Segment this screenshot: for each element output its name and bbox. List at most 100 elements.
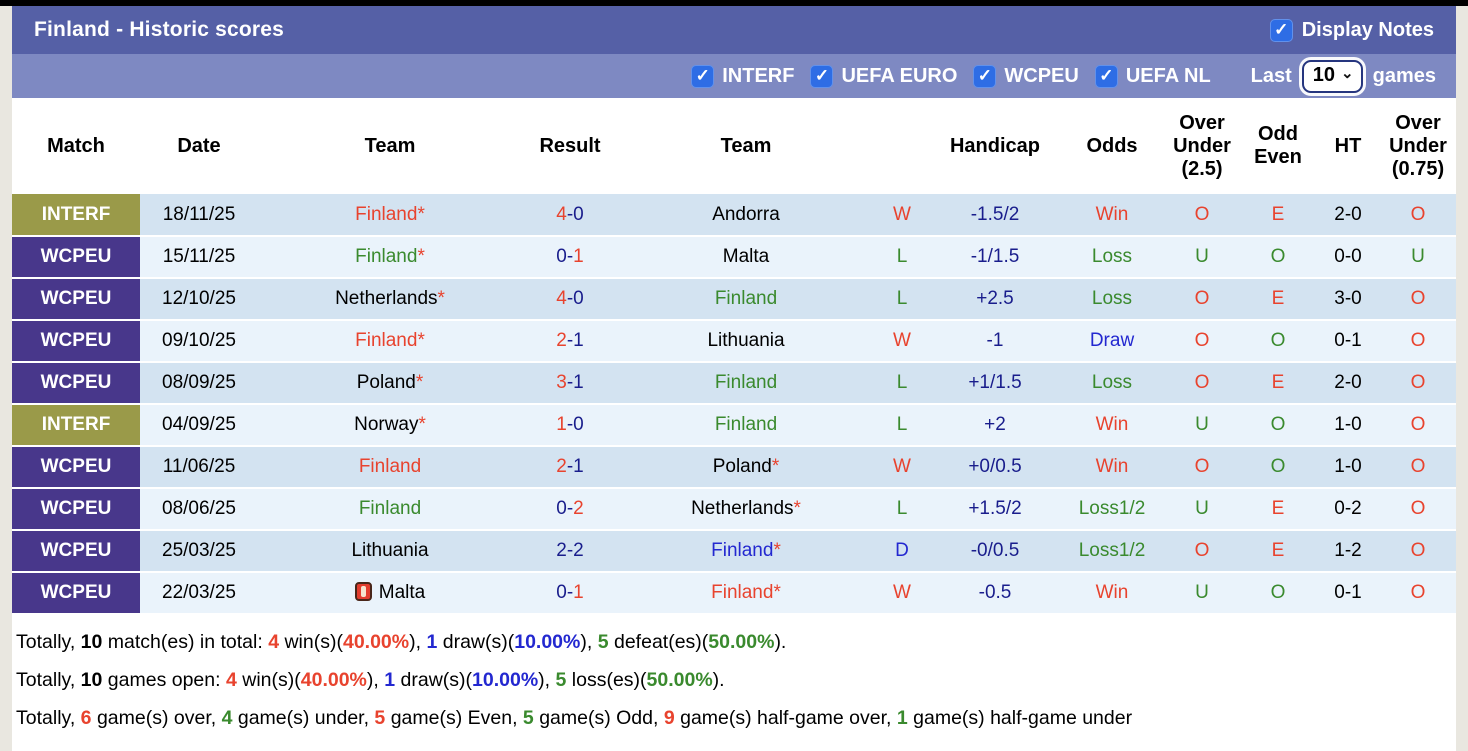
competition-filters: ✓ INTERF ✓ UEFA EURO ✓ WCPEU ✓ UEFA NL [675, 64, 1211, 88]
summary-segment: game(s) Even, [385, 707, 523, 729]
summary-segment: game(s) half-game under [907, 707, 1133, 729]
table-row: WCPEU 22/03/25 Malta 0-1 Finland* W -0.5 Win U O 0… [12, 572, 1456, 615]
over-under-25-cell: O [1164, 194, 1240, 237]
checkbox-checked-icon[interactable]: ✓ [691, 64, 715, 88]
summary-segment: 6 [80, 707, 92, 729]
team-name: Finland [355, 246, 418, 267]
summary-segment: game(s) under, [232, 707, 375, 729]
last-games-group: Last 10 ⌄ games [1250, 59, 1436, 93]
win-loss-cell: W [874, 320, 930, 363]
team2-cell: Andorra [618, 194, 874, 237]
handicap-cell: -1/1.5 [930, 236, 1060, 279]
red-card-icon [354, 582, 372, 601]
home-goals: 4 [556, 288, 567, 309]
score-dash: - [566, 414, 574, 435]
column-header: Match [12, 98, 140, 194]
score-dash: - [566, 288, 574, 309]
checkbox-checked-icon[interactable]: ✓ [973, 64, 997, 88]
score-dash: - [566, 330, 574, 351]
match-competition-badge: WCPEU [12, 572, 140, 615]
odds-cell: Draw [1060, 320, 1164, 363]
win-loss-cell: L [874, 404, 930, 447]
over-under-075-cell: O [1380, 530, 1456, 573]
odds-cell: Loss1/2 [1060, 488, 1164, 531]
result-cell: 2-1 [522, 320, 618, 363]
score-dash: - [566, 246, 574, 267]
summary-segment: 5 [555, 669, 567, 691]
column-header: HT [1316, 98, 1380, 194]
over-under-25-cell: O [1164, 362, 1240, 405]
date-cell: 15/11/25 [140, 236, 258, 279]
filter-interf[interactable]: ✓ INTERF [691, 64, 794, 88]
handicap-cell: +1.5/2 [930, 488, 1060, 531]
summary-segment: Totally, [16, 631, 81, 653]
checkbox-checked-icon[interactable]: ✓ [1094, 64, 1118, 88]
match-competition-badge: WCPEU [12, 278, 140, 321]
table-row: WCPEU 08/09/25 Poland* 3-1 Finland L +1/1.5 Los… [12, 362, 1456, 405]
team2-cell: Finland* [618, 572, 874, 615]
summary-segment: 10 [80, 631, 103, 653]
odd-even-cell: E [1240, 362, 1316, 405]
win-loss-cell: L [874, 362, 930, 405]
filter-uefa-nl[interactable]: ✓ UEFA NL [1094, 64, 1211, 88]
filter-uefa-euro[interactable]: ✓ UEFA EURO [810, 64, 957, 88]
away-goals: 1 [573, 582, 584, 603]
team-name: Norway [354, 414, 419, 435]
date-cell: 12/10/25 [140, 278, 258, 321]
summary-segment: defeat(es)( [608, 631, 709, 653]
summary-segment: draw(s)( [437, 631, 515, 653]
date-cell: 08/09/25 [140, 362, 258, 405]
column-header: Over Under (0.75) [1380, 98, 1456, 194]
last-label: Last [1250, 64, 1292, 87]
table-row: INTERF 18/11/25 Finland* 4-0 Andorra W -1.5/2 W… [12, 194, 1456, 237]
summary-footer: Totally, 10 match(es) in total: 4 win(s)… [12, 615, 1456, 747]
summary-segment: ), [409, 631, 427, 653]
over-under-075-cell: O [1380, 572, 1456, 615]
odd-even-cell: E [1240, 278, 1316, 321]
column-header: Team [258, 98, 522, 194]
summary-segment: 4 [225, 669, 237, 691]
team1-cell: Lithuania [258, 530, 522, 573]
table-row: WCPEU 25/03/25 Lithuania 2-2 Finland* D -0/0.5… [12, 530, 1456, 573]
team-name: Lithuania [707, 330, 785, 351]
title-bar: Finland - Historic scores ✓ Display Note… [12, 6, 1456, 54]
date-cell: 18/11/25 [140, 194, 258, 237]
odd-even-cell: O [1240, 404, 1316, 447]
last-games-value: 10 [1312, 63, 1336, 86]
team2-cell: Finland* [618, 530, 874, 573]
display-notes-toggle[interactable]: ✓ Display Notes [1269, 18, 1434, 42]
checkbox-checked-icon[interactable]: ✓ [1269, 18, 1293, 42]
checkbox-checked-icon[interactable]: ✓ [810, 64, 834, 88]
scores-table: Match Date Team Result Team Handicap Odds Over … [12, 98, 1456, 615]
odds-cell: Win [1060, 446, 1164, 489]
summary-segment: ). [774, 631, 787, 653]
filter-wcpeu[interactable]: ✓ WCPEU [973, 64, 1079, 88]
score-dash: - [566, 203, 574, 225]
team2-cell: Finland [618, 278, 874, 321]
team1-cell: Finland [258, 488, 522, 531]
team1-cell: Finland* [258, 320, 522, 363]
summary-segment: game(s) Odd, [533, 707, 664, 729]
summary-segment: 1 [384, 669, 396, 691]
team-name: Finland [355, 330, 418, 351]
date-cell: 22/03/25 [140, 572, 258, 615]
odds-cell: Win [1060, 572, 1164, 615]
team-name: Malta [378, 582, 426, 603]
summary-segment: ), [366, 669, 385, 691]
summary-segment: Totally, [16, 707, 81, 729]
team2-cell: Netherlands* [618, 488, 874, 531]
team-name: Finland [711, 582, 774, 603]
summary-segment: game(s) over, [91, 707, 222, 729]
away-goals: 1 [573, 246, 584, 267]
date-cell: 11/06/25 [140, 446, 258, 489]
home-goals: 2 [556, 330, 567, 351]
away-goals: 1 [573, 330, 584, 351]
odds-cell: Loss1/2 [1060, 530, 1164, 573]
summary-segment: 10.00% [472, 669, 539, 691]
last-games-select[interactable]: 10 ⌄ [1301, 59, 1363, 93]
score-dash: - [566, 456, 574, 477]
over-under-075-cell: O [1380, 194, 1456, 237]
ht-cell: 0-1 [1316, 320, 1380, 363]
team2-cell: Poland* [618, 446, 874, 489]
table-row: INTERF 04/09/25 Norway* 1-0 Finland L +2 Win U O 1… [12, 404, 1456, 447]
